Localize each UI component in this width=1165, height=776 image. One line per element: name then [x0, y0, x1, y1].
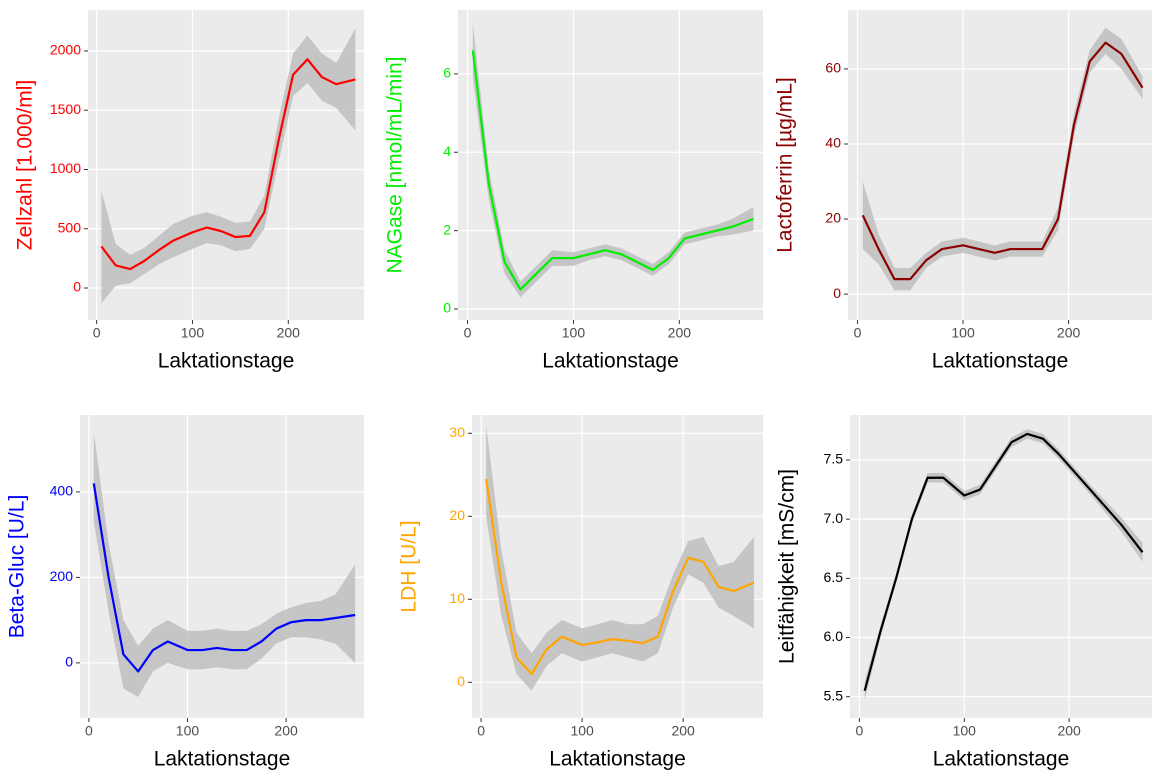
y-tick-label: 1000: [50, 160, 81, 176]
y-tick-label: 2000: [50, 42, 81, 58]
line: [92, 483, 356, 673]
x-tick-label: 200: [1057, 325, 1081, 341]
y-tick-label: 2: [443, 221, 451, 237]
y-axis-label: LDH [U/L]: [398, 520, 421, 612]
y-tick-label: 200: [50, 568, 74, 584]
y-tick-label: 0: [457, 673, 465, 689]
x-tick-label: 200: [274, 723, 298, 739]
y-tick-label: 30: [449, 424, 465, 440]
y-tick-label: 6.5: [824, 569, 844, 585]
y-axis-label: Lactoferrin [µg/mL]: [774, 77, 797, 253]
panel-background: [458, 10, 763, 320]
x-tick-label: 100: [953, 723, 977, 739]
y-axis-label: NAGase [nmol/mL/min]: [384, 56, 407, 273]
y-tick-label: 10: [449, 590, 465, 606]
confidence-band: [862, 27, 1143, 291]
y-tick-label: 7.5: [824, 451, 844, 467]
panel: 5.5 6.0 6.5 7.0 7.5 0 100 200 Laktationstage Leit…: [776, 415, 1152, 771]
panel: 0 2 4 6 0 100 200 Laktationstage NAGase [nmol/mL…: [384, 10, 763, 373]
x-tick-label: 0: [93, 325, 101, 341]
confidence-band: [486, 424, 754, 691]
y-tick-label: 20: [449, 507, 465, 523]
x-tick-label: 100: [176, 723, 200, 739]
y-tick-label: 7.0: [824, 510, 844, 526]
y-tick-label: 5.5: [824, 687, 844, 703]
y-tick-label: 6: [443, 65, 451, 81]
y-axis-label: Zellzahl [1.000/ml]: [14, 80, 37, 250]
y-axis-label: Beta-Gluc [U/L]: [6, 495, 29, 639]
panel: 0 200 400 0 100 200 Laktationstage Beta-Gluc [U…: [6, 415, 364, 771]
y-tick-label: 40: [825, 135, 841, 151]
x-tick-label: 0: [477, 723, 485, 739]
confidence-band: [101, 28, 356, 304]
x-tick-label: 0: [854, 325, 862, 341]
y-tick-label: 20: [825, 210, 841, 226]
x-tick-label: 100: [570, 723, 594, 739]
panel: 0 10 20 30 0 100 200 Laktationstage LDH [U/L]: [398, 415, 763, 771]
x-tick-label: 200: [671, 723, 695, 739]
x-tick-label: 0: [856, 723, 864, 739]
y-tick-label: 400: [50, 483, 74, 499]
x-tick-label: 100: [951, 325, 975, 341]
panel: 0 500 1000 1500 2000 0 100 200 Laktationstage Zel…: [14, 10, 364, 373]
y-tick-label: 0: [65, 654, 73, 670]
y-tick-label: 500: [58, 219, 82, 235]
y-tick-label: 4: [443, 143, 451, 159]
x-tick-label: 100: [562, 325, 586, 341]
y-tick-label: 60: [825, 60, 841, 76]
line: [485, 478, 755, 676]
x-tick-label: 200: [277, 325, 301, 341]
y-axis-label: Leitfähigkeit [mS/cm]: [776, 469, 799, 664]
x-axis-label: Laktationstage: [932, 350, 1069, 373]
x-tick-label: 0: [464, 325, 472, 341]
panel: 0 20 40 60 0 100 200 Laktationstage Lactoferrin …: [774, 10, 1152, 373]
line: [471, 50, 754, 291]
x-axis-label: Laktationstage: [933, 748, 1070, 771]
x-tick-label: 200: [1057, 723, 1081, 739]
y-tick-label: 6.0: [824, 628, 844, 644]
x-axis-label: Laktationstage: [158, 350, 295, 373]
x-tick-label: 0: [85, 723, 93, 739]
x-axis-label: Laktationstage: [154, 748, 291, 771]
x-tick-label: 100: [181, 325, 205, 341]
y-tick-label: 0: [833, 285, 841, 301]
x-axis-label: Laktationstage: [542, 350, 679, 373]
x-tick-label: 200: [668, 325, 692, 341]
confidence-band: [93, 432, 356, 698]
y-tick-label: 0: [443, 300, 451, 316]
x-axis-label: Laktationstage: [549, 748, 686, 771]
y-tick-label: 0: [73, 279, 81, 295]
y-tick-label: 1500: [50, 101, 81, 117]
line: [861, 41, 1144, 281]
line: [863, 432, 1144, 692]
line: [100, 58, 356, 271]
